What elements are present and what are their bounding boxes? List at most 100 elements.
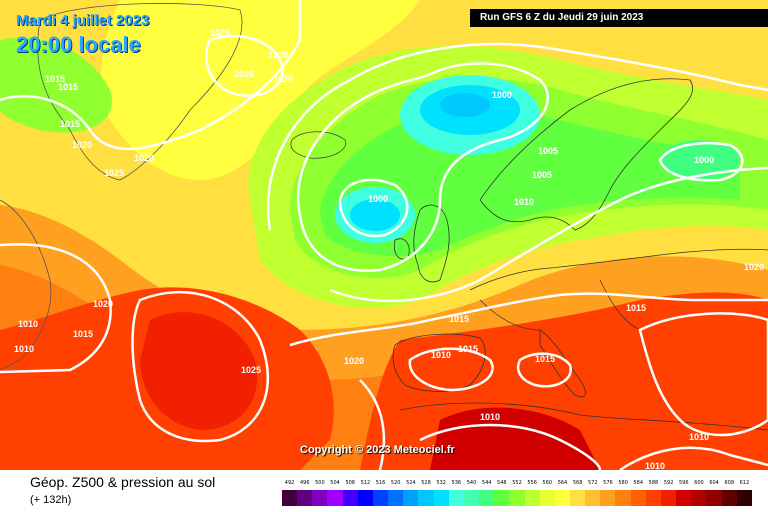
legend-value: 524 [406, 480, 416, 486]
north-africa-coastline [399, 402, 768, 431]
legend-value: 604 [709, 480, 719, 486]
legend-value: 520 [390, 480, 401, 486]
legend-swatch [691, 490, 707, 506]
legend-swatch [645, 490, 661, 506]
copyright-text: Copyright © 2023 Meteociel.fr [300, 444, 455, 456]
contour-fill-green-west [0, 37, 112, 133]
isobar-line [131, 291, 270, 443]
isobar-label: 1020 [744, 262, 764, 272]
isobar-label: 1020 [234, 69, 254, 79]
isobar-label: 1025 [104, 168, 124, 178]
isobar-line [516, 352, 572, 388]
isobar-label: 1015 [458, 344, 478, 354]
legend-value: 596 [678, 480, 689, 486]
legend-value: 600 [694, 480, 704, 486]
legend-swatch [585, 490, 601, 506]
isobar-label: 1010 [514, 197, 534, 207]
isobar-line [266, 42, 768, 231]
isobar-label: 1015 [58, 82, 78, 92]
legend-value: 608 [724, 480, 735, 486]
legend-value: 536 [451, 480, 462, 486]
contour-fill-darkred-west [140, 312, 258, 430]
isobar-label: 1025 [210, 28, 230, 38]
labrador-coastline [0, 199, 52, 371]
legend-value: 564 [557, 480, 568, 486]
legend-value: 540 [466, 480, 477, 486]
legend-swatch [342, 490, 358, 506]
legend-swatch [736, 490, 752, 506]
legend-swatch [433, 490, 449, 506]
isobar-label: 1015 [73, 329, 93, 339]
isobar-label: 1020 [273, 74, 293, 84]
legend-swatch [372, 490, 389, 506]
low-pressure-green-ne [660, 140, 740, 180]
legend-swatch [539, 490, 555, 506]
legend-swatch [509, 490, 525, 506]
legend-swatch [600, 490, 616, 506]
isobar-line [205, 34, 284, 98]
forecast-local-time: 20:00 locale [16, 32, 141, 57]
isobars [0, 0, 768, 470]
legend-value: 492 [284, 480, 295, 486]
legend-value: 588 [648, 480, 659, 486]
low-pressure-core-north [440, 93, 490, 117]
geopotential-map: 1025 1020 1020 1020 1015 1015 1015 1020 … [0, 0, 768, 470]
isobar-label: 1015 [60, 119, 80, 129]
isobar-label: 1010 [645, 461, 665, 470]
legend-swatch [554, 490, 570, 506]
color-legend [282, 490, 752, 506]
low-pressure-blue-west [350, 199, 400, 231]
legend-swatch [630, 490, 646, 506]
legend-value: 576 [603, 480, 613, 486]
isobar-label: 1020 [93, 299, 113, 309]
legend-swatch [494, 490, 510, 506]
isobar-label: 1010 [431, 350, 451, 360]
isobar-label: 1020 [344, 356, 364, 366]
isobar-label: 1020 [72, 140, 92, 150]
legend-swatch [297, 490, 313, 506]
legend-value: 500 [315, 480, 325, 486]
legend-value: 556 [527, 480, 537, 486]
isobar-line [329, 166, 768, 303]
legend-swatch [615, 490, 631, 506]
iceland-coastline [290, 131, 347, 159]
italy-coastline [539, 329, 586, 398]
isobar-line [408, 347, 494, 392]
legend-swatch [357, 490, 373, 506]
legend-value: 612 [739, 480, 750, 486]
isobar-line [419, 423, 602, 470]
run-info-banner: Run GFS 6 Z du Jeudi 29 juin 2023 [470, 9, 768, 27]
isobar-line [289, 292, 768, 347]
legend-value: 572 [588, 480, 598, 486]
isobar-label: 1010 [14, 344, 34, 354]
iberia-coastline [392, 333, 486, 392]
legend-value: 580 [618, 480, 628, 486]
legend-value: 552 [512, 480, 522, 486]
isobar-line [619, 446, 768, 470]
legend-value: 512 [360, 480, 371, 486]
legend-value: 528 [421, 480, 431, 486]
isobar-label: 1020 [268, 50, 288, 60]
legend-swatch [479, 490, 495, 506]
isobar-label: 1005 [538, 146, 558, 156]
footer-subtitle: (+ 132h) [30, 494, 72, 506]
legend-value: 560 [542, 480, 553, 486]
legend-swatch [706, 490, 722, 506]
isobar-label: 1005 [532, 170, 552, 180]
legend-swatch [403, 490, 419, 506]
legend-swatch [312, 490, 328, 506]
legend-value: 568 [572, 480, 583, 486]
scandinavia-coastline [479, 78, 693, 231]
isobar-label: 1000 [492, 90, 512, 100]
legend-swatch [448, 490, 464, 506]
isobar-label: 1015 [45, 74, 65, 84]
legend-swatch [418, 490, 434, 506]
isobar-labels: 1025 1020 1020 1020 1015 1015 1015 1020 … [14, 28, 764, 470]
legend-value: 548 [497, 480, 507, 486]
isobar-line [0, 243, 112, 374]
legend-swatch [660, 490, 677, 506]
isobar-line [338, 178, 409, 238]
legend-swatch [524, 490, 540, 506]
legend-swatch [388, 490, 404, 506]
